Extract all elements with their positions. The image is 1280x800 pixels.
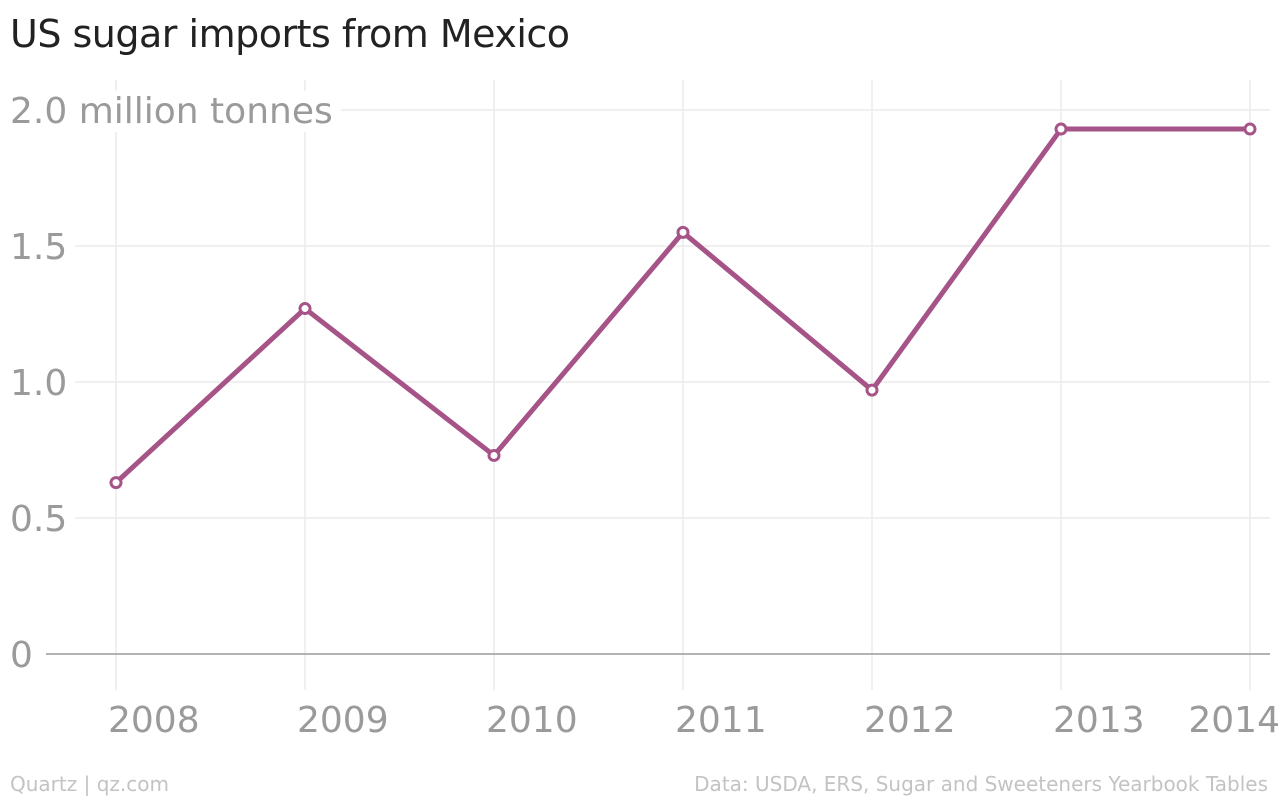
y-tick-label-bg-1 (6, 499, 76, 540)
footer-source: Data: USDA, ERS, Sugar and Sweeteners Ye… (694, 772, 1268, 796)
x-tick-label-2008: 2008 (108, 700, 200, 741)
x-tick-label-2013: 2013 (1053, 700, 1145, 741)
x-tick-label-2011: 2011 (675, 700, 767, 741)
y-tick-label-bg-2 (6, 363, 76, 404)
y-tick-label-bg-0 (6, 635, 41, 676)
y-tick-label-1: 0.5 (10, 499, 67, 540)
data-point-2012 (865, 383, 879, 397)
y-axis-tick-labels: 0 0.5 1.0 1.5 2.0 million tonnes (6, 91, 341, 676)
y-tick-label-0: 0 (10, 635, 33, 676)
data-point-2014 (1243, 122, 1257, 136)
series-imports (109, 122, 1257, 490)
data-point-2010 (487, 448, 501, 462)
x-tick-label-2012: 2012 (864, 700, 956, 741)
horizontal-gridlines (10, 109, 1270, 519)
y-tick-label-bg-4 (6, 91, 341, 132)
y-tick-label-bg-3 (6, 227, 76, 268)
footer-brand: Quartz | qz.com (10, 772, 169, 796)
vertical-gridlines (115, 80, 1251, 690)
data-point-2008 (109, 476, 123, 490)
x-tick-label-2010: 2010 (486, 700, 578, 741)
x-tick-label-2014: 2014 (1188, 700, 1280, 741)
y-tick-label-4: 2.0 million tonnes (10, 91, 333, 132)
data-point-2013 (1054, 122, 1068, 136)
x-axis-tick-labels: 2008 2009 2010 2011 2012 2013 2014 (108, 700, 1280, 741)
y-tick-label-3: 1.5 (10, 227, 67, 268)
data-point-2011 (676, 225, 690, 239)
x-tick-label-2009: 2009 (297, 700, 389, 741)
chart-title: US sugar imports from Mexico (10, 12, 570, 56)
y-tick-label-2: 1.0 (10, 363, 67, 404)
data-point-2009 (298, 302, 312, 316)
